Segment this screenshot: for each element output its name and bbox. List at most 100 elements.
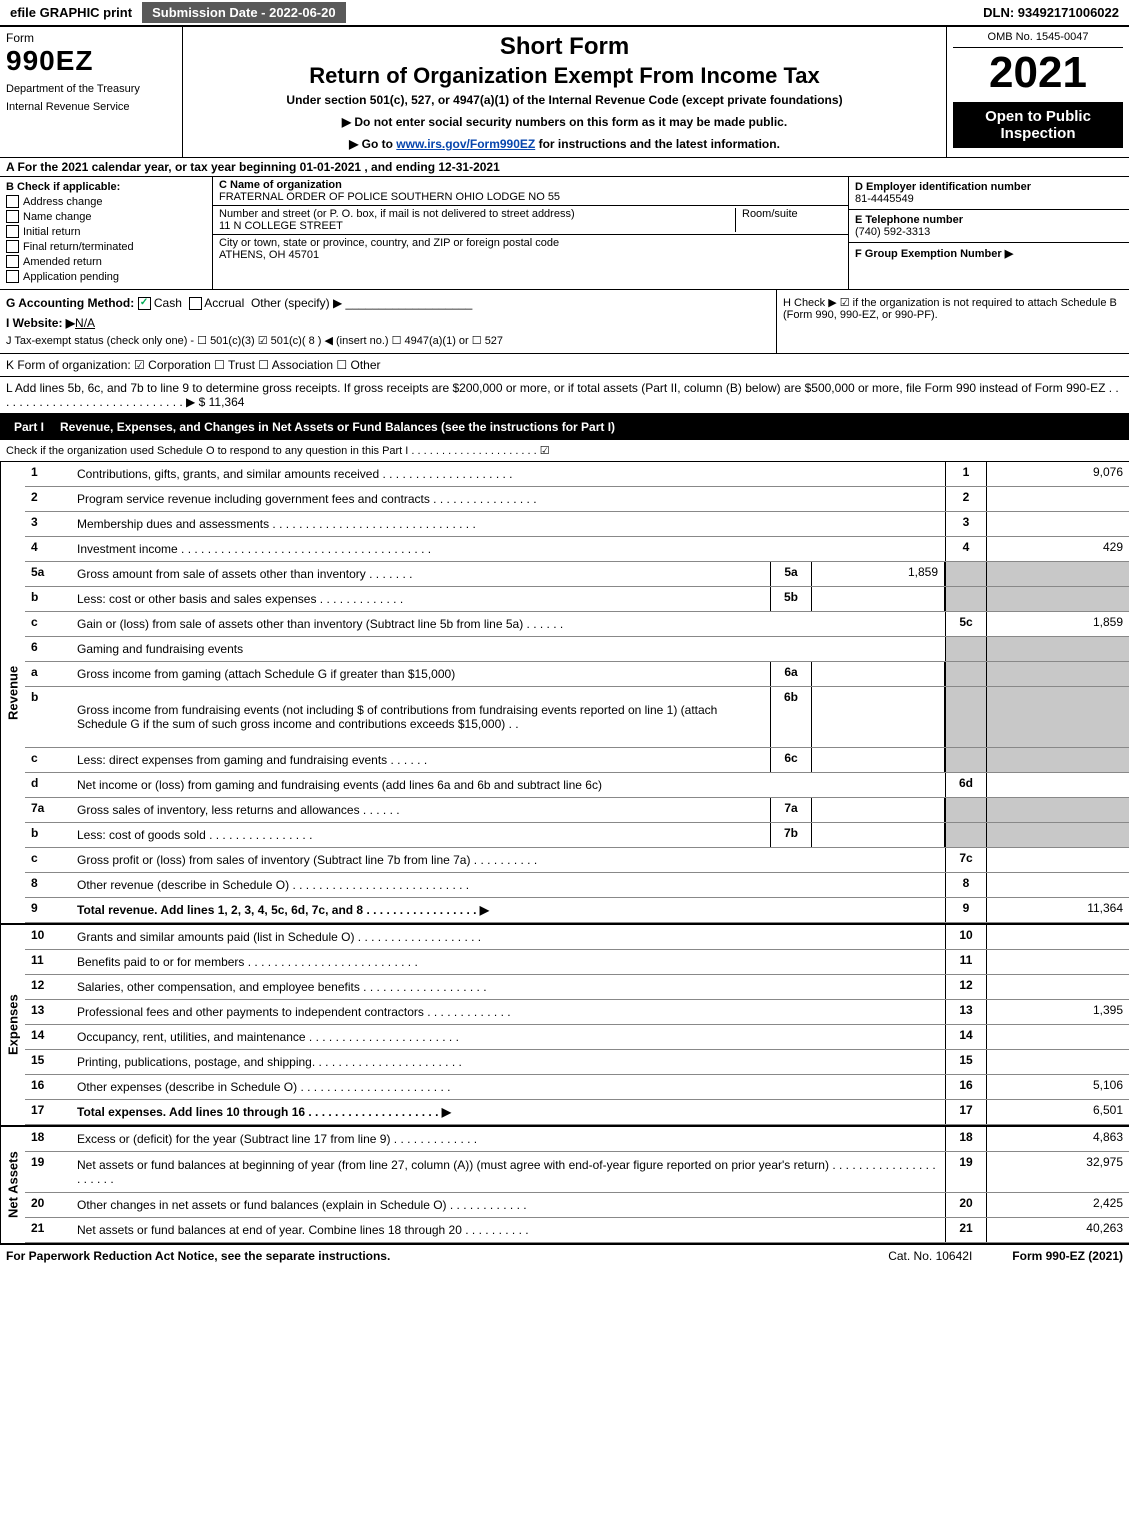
line4-col: 4	[945, 537, 986, 561]
part1-label: Part I	[6, 418, 52, 436]
line14-col: 14	[945, 1025, 986, 1049]
line20-col: 20	[945, 1193, 986, 1217]
checkbox-cash[interactable]	[138, 297, 151, 310]
line7a-desc: Gross sales of inventory, less returns a…	[77, 803, 400, 817]
line11-desc: Benefits paid to or for members . . . . …	[77, 955, 418, 969]
line6c-desc: Less: direct expenses from gaming and fu…	[77, 753, 427, 767]
netassets-side-label: Net Assets	[0, 1127, 25, 1243]
line6-mcol	[945, 637, 986, 661]
line6b-subval	[812, 687, 945, 747]
line6-desc: Gaming and fundraising events	[77, 642, 243, 656]
info-row: B Check if applicable: Address change Na…	[0, 177, 1129, 290]
ssn-note: ▶ Do not enter social security numbers o…	[189, 115, 940, 129]
checkbox-final[interactable]	[6, 240, 19, 253]
line5c-col: 5c	[945, 612, 986, 636]
line8-val	[986, 873, 1129, 897]
checkbox-initial[interactable]	[6, 225, 19, 238]
line5a-desc: Gross amount from sale of assets other t…	[77, 567, 412, 581]
line6a-sub: 6a	[770, 662, 812, 686]
line1-desc: Contributions, gifts, grants, and simila…	[77, 467, 513, 481]
paperwork-notice: For Paperwork Reduction Act Notice, see …	[6, 1249, 390, 1263]
line11-val	[986, 950, 1129, 974]
line21-col: 21	[945, 1218, 986, 1242]
opt-pending: Application pending	[23, 271, 119, 283]
line7b-mcol	[945, 823, 986, 847]
part1-check: Check if the organization used Schedule …	[0, 440, 1129, 462]
line6a-mcol	[945, 662, 986, 686]
line1-val: 9,076	[986, 462, 1129, 486]
line7a-mval	[986, 798, 1129, 822]
part1-header: Part I Revenue, Expenses, and Changes in…	[0, 414, 1129, 440]
checkbox-name[interactable]	[6, 210, 19, 223]
form-header: Form 990EZ Department of the Treasury In…	[0, 27, 1129, 158]
line3-desc: Membership dues and assessments . . . . …	[77, 517, 476, 531]
line17-col: 17	[945, 1100, 986, 1124]
line12-val	[986, 975, 1129, 999]
line19-val: 32,975	[986, 1152, 1129, 1192]
line5a-sub: 5a	[770, 562, 812, 586]
cash-label: Cash	[154, 296, 182, 310]
line21-val: 40,263	[986, 1218, 1129, 1242]
section-h: H Check ▶ ☑ if the organization is not r…	[776, 290, 1129, 353]
org-name: FRATERNAL ORDER OF POLICE SOUTHERN OHIO …	[219, 191, 842, 203]
line4-val: 429	[986, 537, 1129, 561]
line18-val: 4,863	[986, 1127, 1129, 1151]
line6d-val	[986, 773, 1129, 797]
expenses-side-label: Expenses	[0, 925, 25, 1125]
line5b-mval	[986, 587, 1129, 611]
d-label: D Employer identification number	[855, 181, 1123, 193]
line6b-desc: Gross income from fundraising events (no…	[77, 703, 764, 731]
line10-val	[986, 925, 1129, 949]
line7b-mval	[986, 823, 1129, 847]
line5c-val: 1,859	[986, 612, 1129, 636]
line14-val	[986, 1025, 1129, 1049]
other-label: Other (specify) ▶	[251, 296, 342, 310]
line2-desc: Program service revenue including govern…	[77, 492, 537, 506]
city-label: City or town, state or province, country…	[219, 237, 842, 249]
short-form-title: Short Form	[189, 33, 940, 61]
section-j: J Tax-exempt status (check only one) - ☐…	[6, 334, 770, 347]
accrual-label: Accrual	[204, 296, 244, 310]
line16-col: 16	[945, 1075, 986, 1099]
goto-post: for instructions and the latest informat…	[535, 137, 780, 151]
header-right: OMB No. 1545-0047 2021 Open to Public In…	[946, 27, 1129, 157]
open-public-badge: Open to Public Inspection	[953, 102, 1123, 148]
line15-val	[986, 1050, 1129, 1074]
line15-desc: Printing, publications, postage, and shi…	[77, 1055, 462, 1069]
line6b-sub: 6b	[770, 687, 812, 747]
line6b-mval	[986, 687, 1129, 747]
line3-col: 3	[945, 512, 986, 536]
dln-label: DLN: 93492171006022	[977, 3, 1125, 22]
checkbox-amended[interactable]	[6, 255, 19, 268]
line18-desc: Excess or (deficit) for the year (Subtra…	[77, 1132, 477, 1146]
header-center: Short Form Return of Organization Exempt…	[183, 27, 946, 157]
irs-link[interactable]: www.irs.gov/Form990EZ	[396, 137, 535, 151]
street-label: Number and street (or P. O. box, if mail…	[219, 208, 735, 220]
checkbox-pending[interactable]	[6, 270, 19, 283]
l-text: L Add lines 5b, 6c, and 7b to line 9 to …	[6, 381, 1119, 409]
line9-col: 9	[945, 898, 986, 922]
line7a-sub: 7a	[770, 798, 812, 822]
line20-desc: Other changes in net assets or fund bala…	[77, 1198, 527, 1212]
line6c-subval	[812, 748, 945, 772]
goto-pre: ▶ Go to	[349, 137, 396, 151]
checkbox-accrual[interactable]	[189, 297, 202, 310]
line6c-sub: 6c	[770, 748, 812, 772]
f-label: F Group Exemption Number ▶	[855, 248, 1013, 260]
line12-desc: Salaries, other compensation, and employ…	[77, 980, 487, 994]
header-left: Form 990EZ Department of the Treasury In…	[0, 27, 183, 157]
b-title: B Check if applicable:	[6, 181, 206, 193]
line9-val: 11,364	[986, 898, 1129, 922]
checkbox-address[interactable]	[6, 195, 19, 208]
section-k: K Form of organization: ☑ Corporation ☐ …	[0, 354, 1129, 377]
line2-val	[986, 487, 1129, 511]
line5b-sub: 5b	[770, 587, 812, 611]
room-suite-label: Room/suite	[735, 208, 842, 232]
e-label: E Telephone number	[855, 214, 1123, 226]
line6a-mval	[986, 662, 1129, 686]
line7b-sub: 7b	[770, 823, 812, 847]
line21-desc: Net assets or fund balances at end of ye…	[77, 1223, 529, 1237]
section-g: G Accounting Method: Cash Accrual Other …	[0, 290, 776, 353]
efile-print-label[interactable]: efile GRAPHIC print	[4, 3, 138, 22]
line7c-col: 7c	[945, 848, 986, 872]
